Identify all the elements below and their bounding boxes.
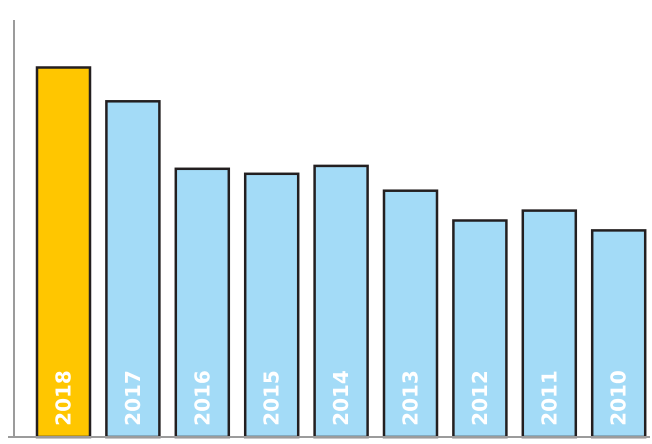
bar-2017 [105,100,161,439]
bar-labels-group: 2018 2017 2016 2015 2014 2013 2012 2011 2010 [52,370,631,426]
bar-label-2017: 2017 [121,370,145,426]
bar-label-2014: 2014 [329,370,353,426]
bar-label-2016: 2016 [190,370,214,426]
bar-2013 [382,189,439,439]
bar-label-2015: 2015 [260,370,284,426]
bar-2018 [35,66,92,439]
bar-label-2018: 2018 [52,370,76,426]
bar-2011 [521,209,578,439]
bar-label-2010: 2010 [607,370,631,426]
bar-label-2011: 2011 [537,370,561,426]
bar-label-2013: 2013 [399,370,423,426]
bar-2015 [243,172,300,439]
bars-group [35,66,647,439]
bar-label-2012: 2012 [468,370,492,426]
